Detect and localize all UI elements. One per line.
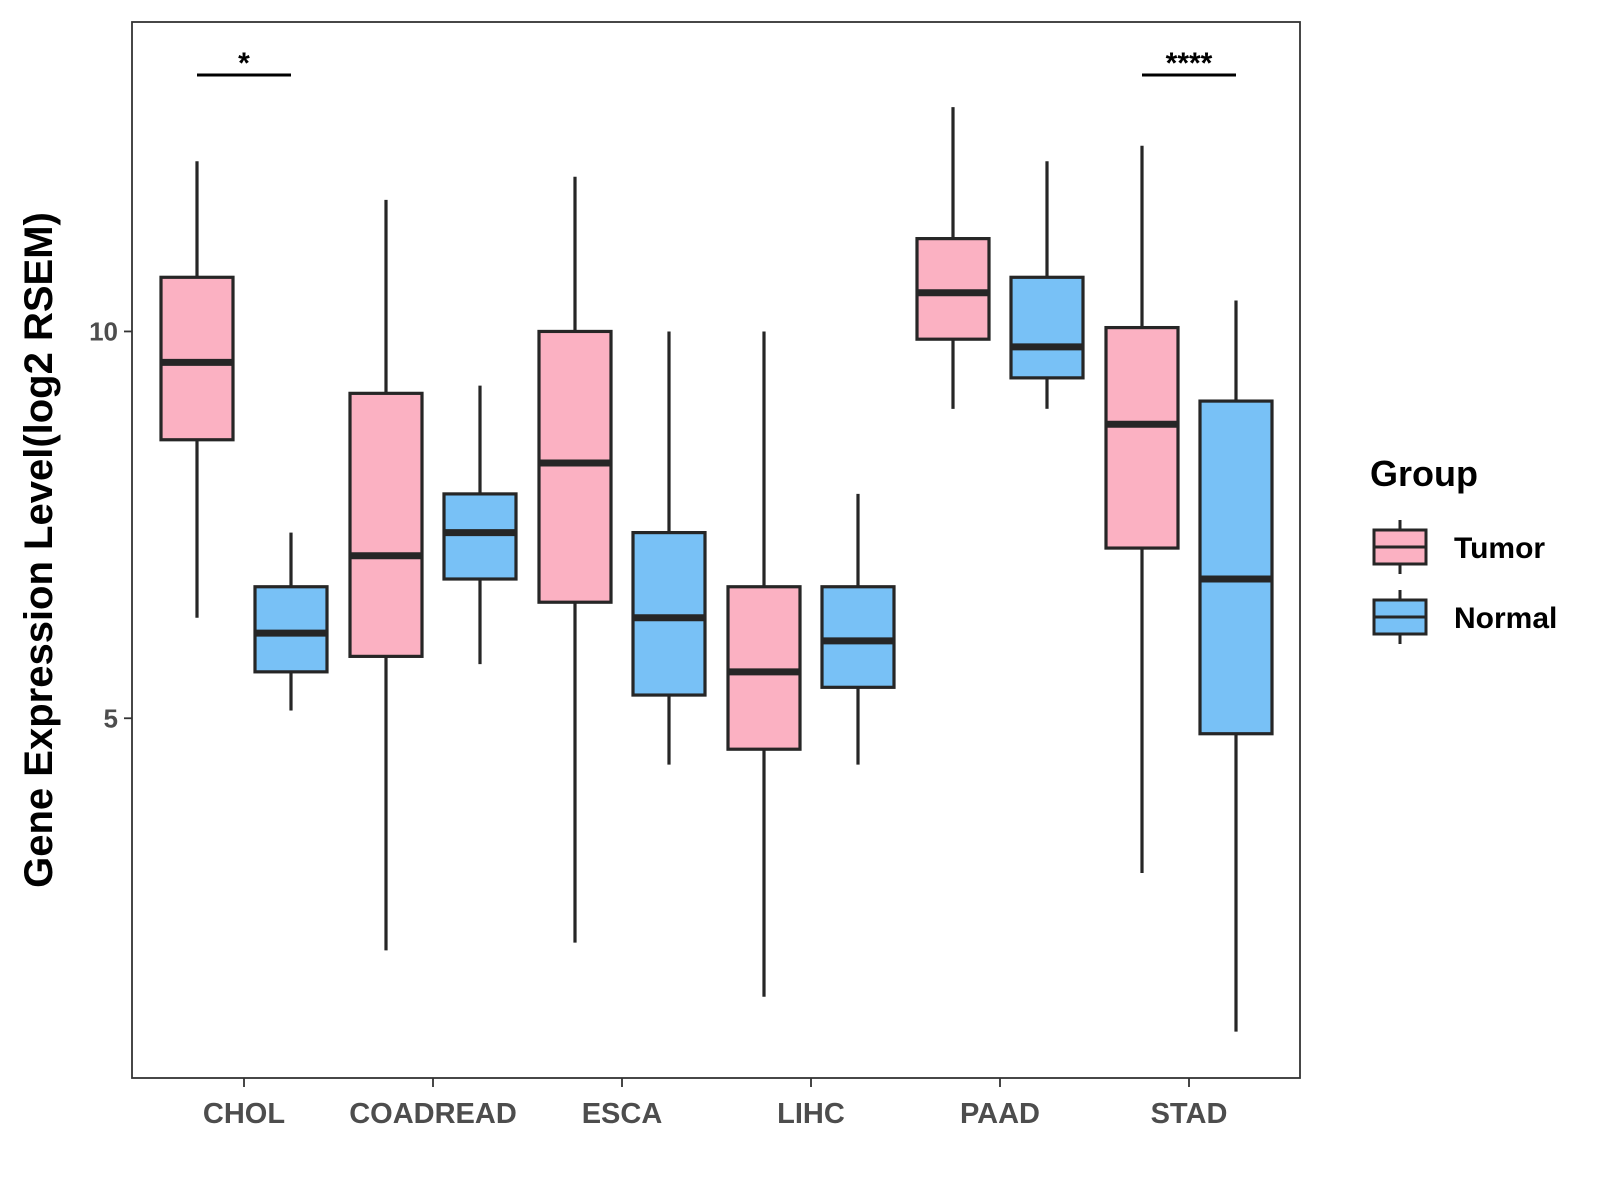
box-normal-paad [1009,161,1085,409]
legend-label-tumor: Tumor [1454,532,1545,565]
box-normal-coadread [442,385,518,665]
box-body [820,585,896,689]
box-body [253,585,329,674]
box-body [915,237,991,341]
box-body [1009,275,1085,380]
box-body [1198,399,1274,736]
box-body [726,585,802,751]
box-tumor-stad [1104,145,1180,873]
box-normal-stad [1198,300,1274,1032]
box-tumor-coadread [348,199,424,951]
x-tick-label-esca: ESCA [582,1098,663,1130]
y-axis-title: Gene Expression Level(log2 RSEM) [17,212,61,888]
box-body [1104,325,1180,550]
significance-label-stad: **** [1166,47,1213,80]
box-normal-lihc [820,493,896,765]
legend-label-normal: Normal [1454,602,1557,635]
box-body [348,391,424,658]
y-tick-label: 5 [104,703,118,733]
y-tick-label: 10 [89,316,118,346]
box-tumor-paad [915,107,991,409]
x-tick-label-lihc: LIHC [777,1098,845,1130]
box-tumor-chol [159,161,235,618]
box-tumor-esca [537,176,613,943]
box-body [537,329,613,604]
x-tick-label-coadread: COADREAD [349,1098,517,1130]
box-normal-chol [253,532,329,711]
box-tumor-lihc [726,331,802,997]
box-body [159,275,235,442]
legend-key-tumor [1372,520,1428,574]
x-tick-label-paad: PAAD [960,1098,1040,1130]
x-tick-label-stad: STAD [1151,1098,1228,1130]
significance-label-chol: * [238,47,250,80]
legend-key-normal [1372,590,1428,644]
box-body [631,530,707,697]
x-tick-label-chol: CHOL [203,1098,285,1130]
box-body [442,492,518,581]
box-normal-esca [631,331,707,765]
legend-title: Group [1370,453,1478,494]
plot-panel-border [131,21,1301,1079]
